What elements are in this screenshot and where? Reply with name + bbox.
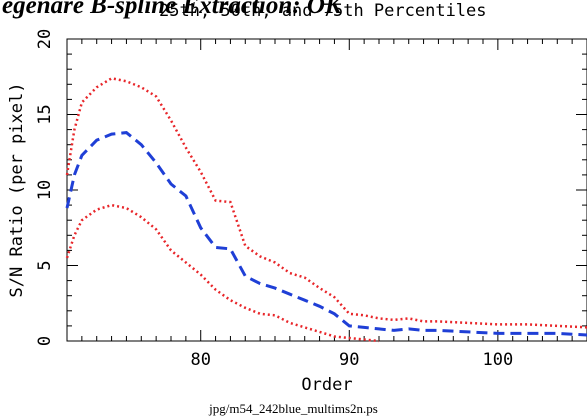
x-tick-label: 80 <box>190 350 210 370</box>
x-tick-label: 90 <box>339 350 359 370</box>
y-tick-label: 20 <box>35 29 55 49</box>
chart-title: 25th, 50th, and 75th Percentiles <box>159 1 487 21</box>
axis-ticks: 80 90 100 0 5 10 15 20 <box>35 29 587 370</box>
y-axis-label: S/N Ratio (per pixel) <box>7 83 27 298</box>
page-header-title: egenare B-spline Extraction: OK <box>2 0 342 19</box>
x-axis-label: Order <box>301 375 352 395</box>
file-caption: jpg/m54_242blue_multims2n.ps <box>209 401 378 416</box>
plot-frame <box>66 38 587 342</box>
lower-percentile-line <box>65 203 380 343</box>
upper-percentile-line <box>65 76 587 329</box>
y-tick-label: 10 <box>35 180 55 200</box>
median-line <box>65 131 587 337</box>
y-tick-label: 15 <box>35 104 55 124</box>
x-tick-label: 100 <box>482 350 513 370</box>
y-tick-label: 5 <box>35 260 55 270</box>
series-layer <box>65 76 587 343</box>
y-tick-label: 0 <box>35 336 55 346</box>
